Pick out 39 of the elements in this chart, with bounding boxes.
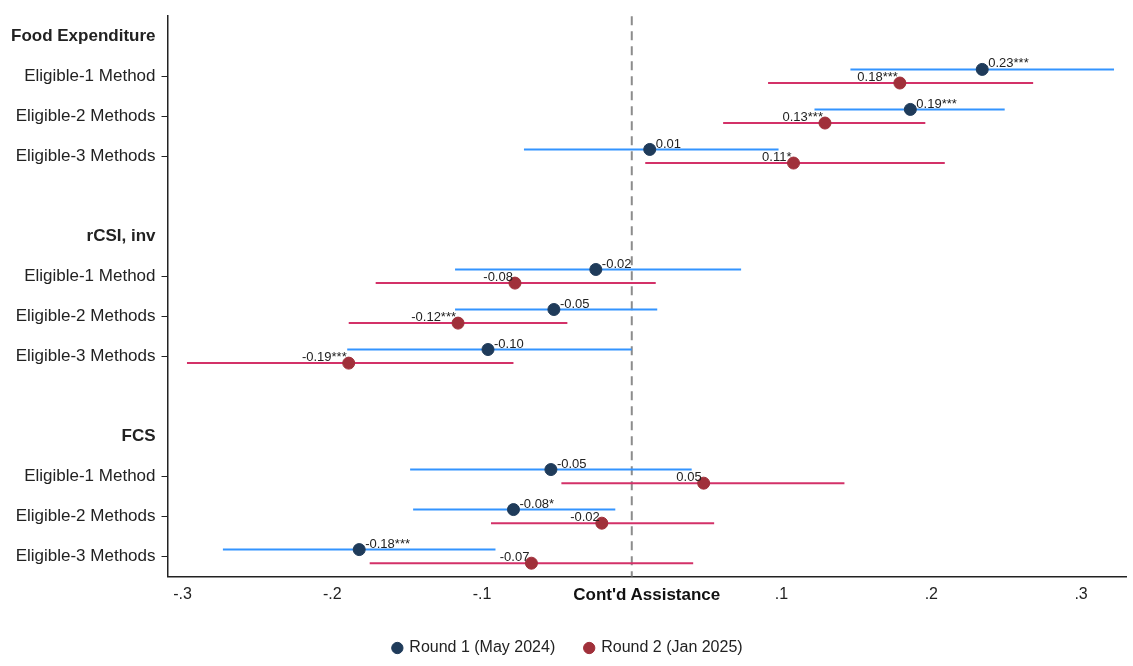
data-label: 0.19***	[916, 95, 957, 111]
x-tick-label: -.1	[472, 585, 492, 603]
data-label: -0.05	[559, 295, 590, 311]
y-tick-label: Eligible-3 Methods	[15, 546, 156, 566]
legend-label: Round 2 (Jan 2025)	[601, 638, 743, 656]
y-tick-label: Eligible-1 Method	[24, 466, 156, 486]
y-tick-label: Eligible-2 Methods	[15, 506, 156, 526]
legend-label: Round 1 (May 2024)	[409, 638, 556, 656]
y-tick-label: Eligible-1 Method	[24, 265, 156, 285]
y-tick-label: Eligible-3 Methods	[15, 145, 156, 165]
data-label: -0.18***	[365, 535, 411, 551]
data-label: -0.08	[483, 269, 513, 285]
y-tick-label: FCS	[121, 426, 156, 446]
data-label: 0.13***	[782, 109, 823, 125]
x-tick-label: .1	[774, 585, 789, 603]
x-tick-label: .3	[1074, 585, 1088, 603]
data-label: -0.02	[570, 509, 600, 525]
x-tick-label: .2	[924, 585, 939, 603]
data-label: 0.11*	[762, 149, 792, 165]
data-label: 0.01	[655, 135, 682, 151]
data-label: -0.05	[556, 455, 587, 471]
data-label: 0.23***	[988, 55, 1029, 71]
y-tick-label: Eligible-2 Methods	[15, 105, 156, 125]
data-label: -0.07	[499, 549, 530, 565]
data-label: -0.12***	[411, 309, 457, 325]
x-tick-label: -.2	[322, 585, 342, 603]
y-tick-label: Eligible-3 Methods	[15, 346, 156, 366]
y-tick-label: Eligible-1 Method	[24, 65, 156, 85]
data-label: -0.19***	[301, 349, 347, 365]
data-label: -0.08*	[519, 495, 555, 511]
data-label: 0.05	[676, 469, 702, 485]
data-label: -0.10	[494, 335, 524, 351]
y-tick-label: rCSI, inv	[86, 225, 157, 245]
x-axis-title: Cont'd Assistance	[573, 585, 721, 605]
y-tick-label: Food Expenditure	[11, 25, 156, 45]
y-tick-label: Eligible-2 Methods	[15, 305, 156, 325]
data-label: 0.18***	[857, 69, 898, 85]
x-tick-label: -.3	[173, 585, 192, 603]
data-label: -0.02	[601, 255, 632, 271]
